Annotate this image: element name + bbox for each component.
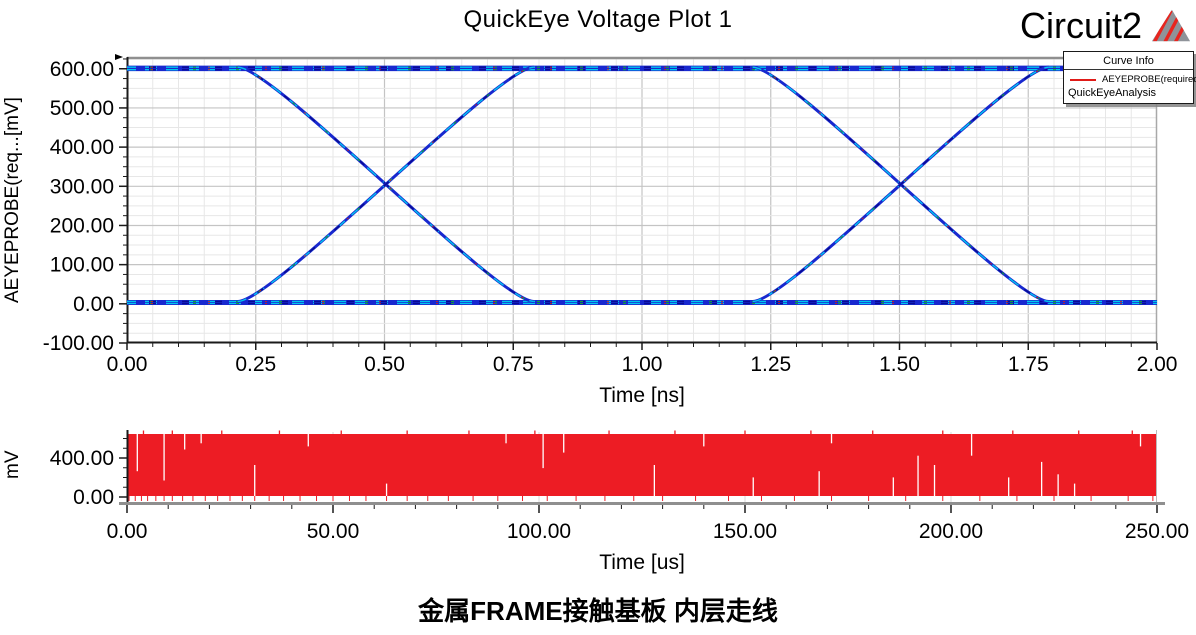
- main-x-tick-label: 2.00: [1137, 353, 1178, 376]
- main-x-tick-label: 1.00: [622, 353, 663, 376]
- strip-y-tick-label: 400.00: [50, 447, 114, 470]
- main-x-tick-label: 1.25: [750, 353, 791, 376]
- main-y-tick-label: 600.00: [50, 58, 114, 81]
- main-x-tick-label: 0.50: [364, 353, 405, 376]
- main-y-tick-label: 100.00: [50, 254, 114, 277]
- main-x-axis-label: Time [ns]: [599, 384, 685, 407]
- main-ticks: 0.00 0.25 0.50 0.75 1.00 1.25 1.50 1.75 2.00 -100…: [43, 58, 1178, 376]
- strip-axes: 0.00 50.00 100.00 150.00 200.00 250.00 0.00 400…: [50, 430, 1189, 543]
- legend-entry-label: AEYEPROBE(required): [1102, 74, 1196, 85]
- strip-x-tick-label: 100.00: [507, 520, 571, 543]
- main-y-tick-label: 400.00: [50, 136, 114, 159]
- main-x-tick-label: 0.75: [493, 353, 534, 376]
- legend-row: AEYEPROBE(required): [1064, 70, 1196, 86]
- strip-x-tick-label: 0.00: [107, 520, 148, 543]
- curve-info-legend[interactable]: Curve Info AEYEPROBE(required) QuickEyeA…: [1063, 51, 1196, 104]
- strip-x-axis-label: Time [us]: [599, 551, 685, 574]
- main-y-tick-label: 500.00: [50, 97, 114, 120]
- main-y-tick-label: -100.00: [43, 332, 114, 355]
- circuit-header: Circuit2: [1020, 6, 1192, 49]
- y-axis-top-marker: [115, 54, 123, 60]
- strip-x-tick-label: 200.00: [919, 520, 983, 543]
- main-grid: [128, 58, 1156, 342]
- strip-x-tick-label: 250.00: [1125, 520, 1189, 543]
- main-x-tick-label: 0.25: [235, 353, 276, 376]
- main-y-tick-label: 200.00: [50, 214, 114, 237]
- strip-x-tick-label: 150.00: [713, 520, 777, 543]
- page-title: QuickEye Voltage Plot 1: [463, 6, 733, 33]
- main-axes: [115, 54, 1158, 344]
- ansys-logo-icon: [1150, 6, 1192, 49]
- main-y-tick-label: 0.00: [73, 293, 114, 316]
- main-y-tick-label: 300.00: [50, 175, 114, 198]
- main-x-tick-label: 1.50: [879, 353, 920, 376]
- main-x-tick-label: 0.00: [107, 353, 148, 376]
- legend-analysis-label: QuickEyeAnalysis: [1068, 87, 1157, 99]
- strip-plot: [127, 430, 1157, 503]
- bitstream-fill: [127, 434, 1157, 496]
- figure-caption: 金属FRAME接触基板 内层走线: [418, 596, 778, 626]
- legend-curve-color-line: [1070, 78, 1096, 81]
- eye-traces: [127, 65, 1157, 305]
- circuit-label: Circuit2: [1019, 5, 1142, 46]
- strip-x-tick-label: 50.00: [307, 520, 360, 543]
- main-x-tick-label: 1.75: [1008, 353, 1049, 376]
- legend-title: Curve Info: [1064, 52, 1193, 70]
- strip-y-tick-label: 0.00: [73, 486, 114, 509]
